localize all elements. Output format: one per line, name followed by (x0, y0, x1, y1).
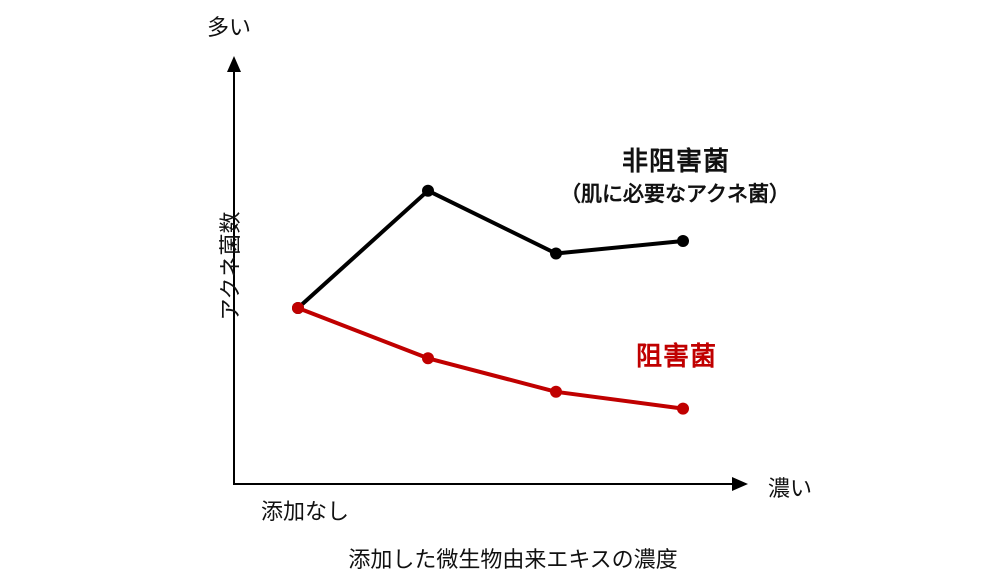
series-label-non-inhibited: 非阻害菌 (622, 147, 731, 177)
series-sublabel-non-inhibited: （肌に必要なアクネ菌） (560, 182, 790, 206)
data-point (677, 235, 689, 247)
y-axis-title: アクネ菌数 (219, 211, 244, 321)
series-label-inhibited: 阻害菌 (636, 342, 718, 372)
x-axis-title: 添加した微生物由来エキスの濃度 (348, 548, 678, 573)
data-point (422, 184, 434, 197)
series-inhibited (292, 302, 689, 415)
series-layer (292, 184, 689, 415)
x-axis-end-label: 濃い (768, 477, 813, 502)
x-axis-arrow-icon (732, 477, 748, 491)
y-axis-end-label: 多い (207, 16, 252, 41)
data-point (292, 302, 304, 314)
y-axis-arrow-icon (227, 56, 241, 72)
x-axis-start-label: 添加なし (261, 500, 350, 525)
series-line (296, 188, 684, 310)
series-line (297, 306, 684, 411)
data-point (677, 402, 689, 415)
data-point (550, 385, 562, 398)
data-point (422, 352, 434, 365)
axes (227, 56, 748, 491)
data-point (550, 247, 562, 260)
